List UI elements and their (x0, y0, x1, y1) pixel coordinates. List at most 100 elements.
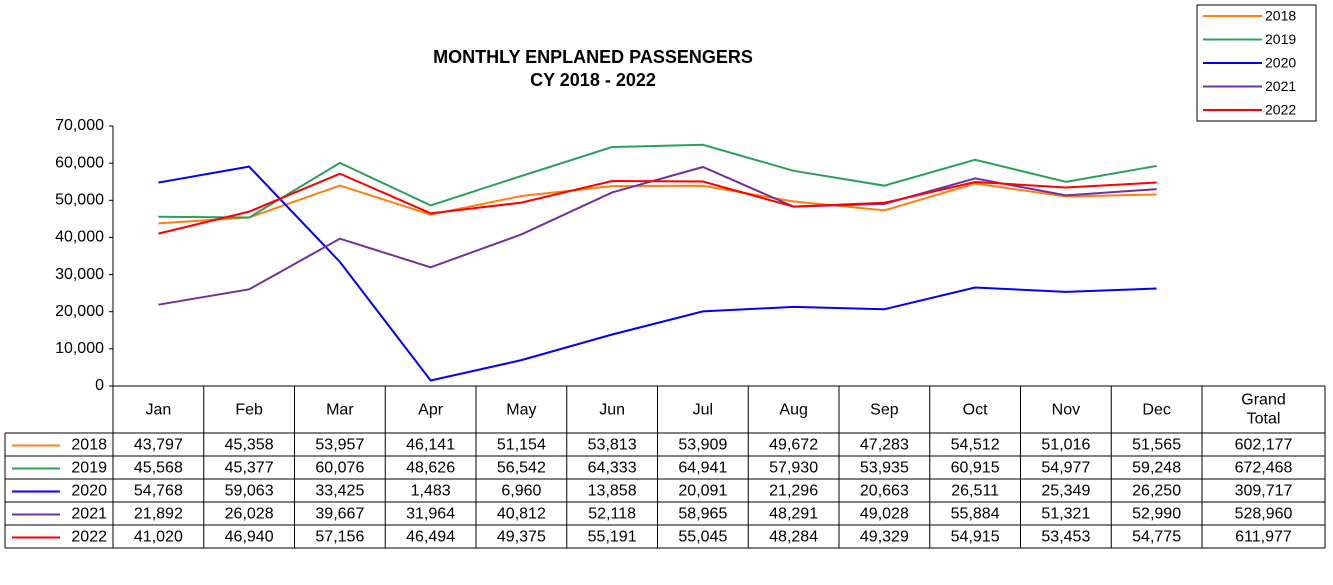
legend-label: 2019 (1265, 31, 1296, 47)
table-cell: 55,191 (588, 529, 637, 546)
table-cell: 20,663 (860, 483, 909, 500)
table-cell: 46,141 (406, 437, 455, 454)
table-cell: 60,076 (315, 460, 364, 477)
row-label: 2019 (71, 460, 107, 477)
table-cell: 51,154 (497, 437, 546, 454)
table-cell: 57,930 (769, 460, 818, 477)
table-cell: 49,028 (860, 506, 909, 523)
table-cell: 56,542 (497, 460, 546, 477)
table-cell: 53,813 (588, 437, 637, 454)
y-tick-label: 10,000 (55, 340, 104, 357)
table-cell: 64,941 (678, 460, 727, 477)
table-cell: 49,375 (497, 529, 546, 546)
chart-title: MONTHLY ENPLANED PASSENGERS (433, 47, 753, 67)
table-cell: 57,156 (315, 529, 364, 546)
series-line (158, 143, 1157, 219)
x-tick-label: Nov (1052, 402, 1080, 419)
table-header: Grand Total (1241, 392, 1285, 428)
table-cell: 41,020 (134, 529, 183, 546)
x-tick-label: Jul (693, 402, 713, 419)
y-tick-label: 70,000 (55, 117, 104, 134)
x-tick-label: Mar (326, 402, 354, 419)
x-tick-label: Sep (870, 402, 899, 419)
table-cell: 45,358 (225, 437, 274, 454)
table-cell: 26,028 (225, 506, 274, 523)
x-tick-label: Jan (145, 402, 171, 419)
table-cell: 6,960 (501, 483, 541, 500)
table-cell: 59,063 (225, 483, 274, 500)
y-tick-label: 0 (95, 377, 104, 394)
table-cell: 54,768 (134, 483, 183, 500)
table-cell: 51,321 (1041, 506, 1090, 523)
table-total: 611,977 (1235, 529, 1292, 546)
table-cell: 55,884 (951, 506, 1000, 523)
row-label: 2022 (71, 529, 107, 546)
table-cell: 51,565 (1132, 437, 1181, 454)
table-cell: 53,935 (860, 460, 909, 477)
legend-label: 2021 (1265, 78, 1296, 94)
table-cell: 25,349 (1041, 483, 1090, 500)
table-total: 528,960 (1235, 506, 1293, 523)
y-tick-label: 40,000 (55, 229, 104, 246)
table-cell: 60,915 (951, 460, 1000, 477)
table-cell: 31,964 (406, 506, 455, 523)
y-tick-label: 20,000 (55, 303, 104, 320)
table-cell: 49,329 (860, 529, 909, 546)
table-cell: 53,453 (1041, 529, 1090, 546)
table-cell: 52,118 (588, 506, 636, 523)
x-tick-label: Aug (779, 402, 807, 419)
x-tick-label: Oct (963, 402, 988, 419)
x-tick-label: Feb (235, 402, 263, 419)
table-cell: 45,377 (225, 460, 274, 477)
table-cell: 49,672 (769, 437, 818, 454)
table-cell: 21,892 (134, 506, 183, 523)
series-line (158, 165, 1157, 382)
table-cell: 48,291 (769, 506, 818, 523)
table-cell: 54,977 (1041, 460, 1090, 477)
series-line (158, 172, 1157, 235)
row-label: 2020 (71, 483, 107, 500)
legend-label: 2022 (1265, 102, 1296, 118)
table-cell: 52,990 (1132, 506, 1181, 523)
table-cell: 33,425 (315, 483, 364, 500)
table-cell: 26,511 (951, 483, 999, 500)
table-cell: 1,483 (411, 483, 451, 500)
table-total: 309,717 (1235, 483, 1293, 500)
x-tick-label: May (506, 402, 536, 419)
y-tick-label: 30,000 (55, 266, 104, 283)
table-cell: 26,250 (1132, 483, 1181, 500)
table-total: 672,468 (1235, 460, 1293, 477)
legend-label: 2018 (1265, 8, 1296, 24)
x-tick-label: Apr (418, 402, 444, 419)
table-cell: 48,626 (406, 460, 455, 477)
table-cell: 45,568 (134, 460, 183, 477)
table-cell: 53,957 (315, 437, 364, 454)
table-cell: 53,909 (678, 437, 727, 454)
legend-label: 2020 (1265, 55, 1296, 71)
row-label: 2018 (71, 437, 107, 454)
chart-subtitle: CY 2018 - 2022 (530, 70, 656, 90)
table-cell: 46,494 (406, 529, 455, 546)
series-line (158, 165, 1157, 306)
series-line (158, 182, 1157, 225)
table-cell: 54,915 (951, 529, 1000, 546)
table-cell: 64,333 (588, 460, 637, 477)
x-tick-label: Dec (1142, 402, 1170, 419)
table-cell: 21,296 (769, 483, 818, 500)
y-tick-label: 60,000 (55, 154, 104, 171)
x-tick-label: Jun (599, 402, 625, 419)
table-cell: 51,016 (1041, 437, 1090, 454)
table-cell: 58,965 (678, 506, 727, 523)
table-cell: 43,797 (134, 437, 183, 454)
table-cell: 48,284 (769, 529, 818, 546)
table-cell: 47,283 (860, 437, 909, 454)
table-total: 602,177 (1235, 437, 1293, 454)
y-tick-label: 50,000 (55, 192, 104, 209)
table-cell: 54,775 (1132, 529, 1181, 546)
table-cell: 54,512 (951, 437, 1000, 454)
table-cell: 39,667 (315, 506, 364, 523)
table-cell: 40,812 (497, 506, 546, 523)
table-cell: 59,248 (1132, 460, 1181, 477)
